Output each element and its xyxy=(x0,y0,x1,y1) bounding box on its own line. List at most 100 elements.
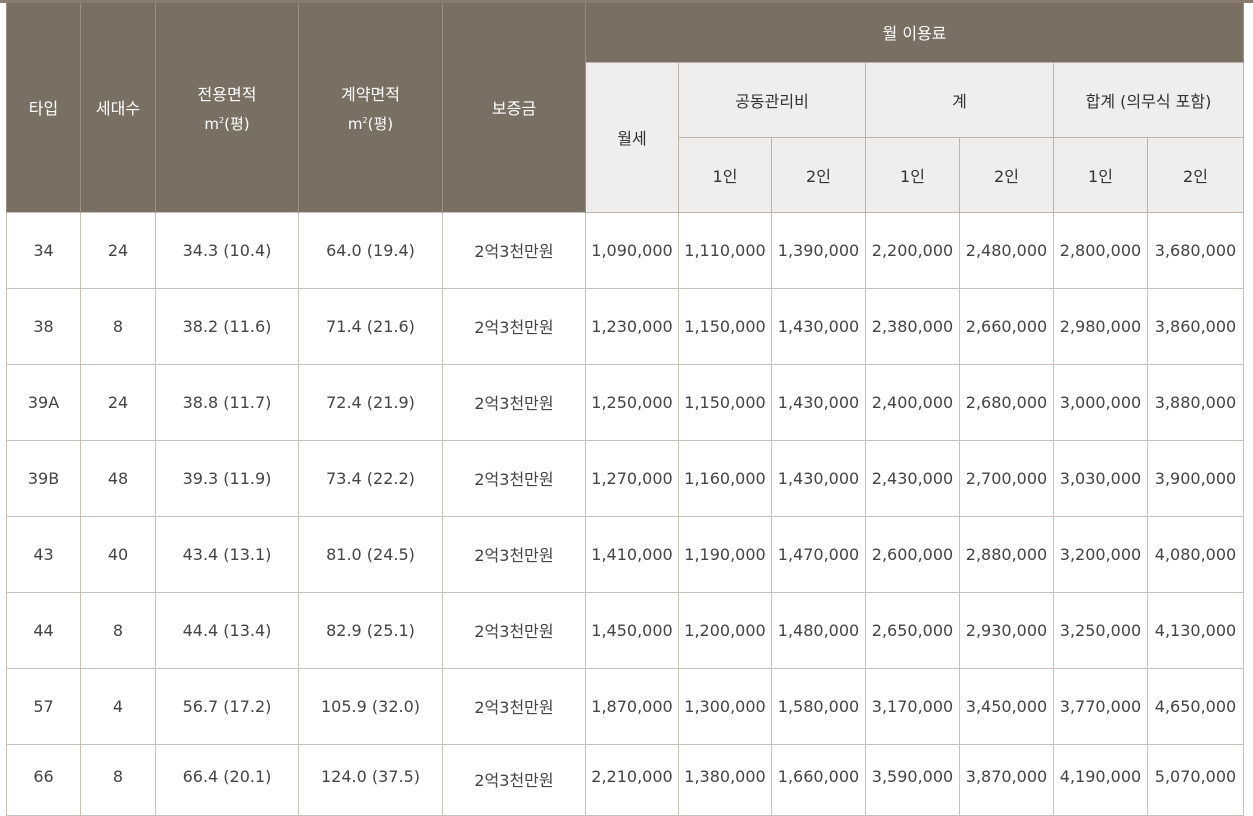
cell-units: 4 xyxy=(80,667,156,745)
cell-mgmt-2p: 1,580,000 xyxy=(771,667,866,745)
cell-type: 39A xyxy=(6,363,81,441)
table-row: 34 24 34.3 (10.4) 64.0 (19.4) 2억3천만원 1,0… xyxy=(6,211,1244,289)
cell-subtotal-1p: 2,380,000 xyxy=(865,287,960,365)
cell-type: 57 xyxy=(6,667,81,745)
cell-contract-area: 73.4 (22.2) xyxy=(298,439,443,517)
cell-contract-area: 72.4 (21.9) xyxy=(298,363,443,441)
header-mgmt-1p: 1인 xyxy=(678,136,772,213)
cell-total-2p: 4,130,000 xyxy=(1147,591,1244,669)
cell-subtotal-1p: 2,650,000 xyxy=(865,591,960,669)
table-row: 44 8 44.4 (13.4) 82.9 (25.1) 2억3천만원 1,45… xyxy=(6,591,1244,669)
cell-total-1p: 3,770,000 xyxy=(1053,667,1148,745)
cell-deposit: 2억3천만원 xyxy=(442,439,586,517)
area-unit: m2(평) xyxy=(347,114,394,133)
cell-deposit: 2억3천만원 xyxy=(442,667,586,745)
header-exclusive-area: 전용면적 m2(평) xyxy=(155,3,299,212)
header-mgmt-2p: 2인 xyxy=(771,136,866,213)
cell-mgmt-2p: 1,430,000 xyxy=(771,439,866,517)
cell-mgmt-1p: 1,300,000 xyxy=(678,667,772,745)
cell-total-2p: 3,680,000 xyxy=(1147,211,1244,289)
cell-mgmt-1p: 1,150,000 xyxy=(678,287,772,365)
cell-units: 24 xyxy=(80,211,156,289)
cell-exclusive-area: 66.4 (20.1) xyxy=(155,743,299,816)
cell-contract-area: 105.9 (32.0) xyxy=(298,667,443,745)
top-divider xyxy=(0,0,1253,3)
cell-exclusive-area: 43.4 (13.1) xyxy=(155,515,299,593)
cell-deposit: 2억3천만원 xyxy=(442,211,586,289)
cell-type: 44 xyxy=(6,591,81,669)
cell-contract-area: 64.0 (19.4) xyxy=(298,211,443,289)
cell-deposit: 2억3천만원 xyxy=(442,363,586,441)
header-units: 세대수 xyxy=(80,3,156,212)
cell-subtotal-2p: 2,660,000 xyxy=(959,287,1054,365)
cell-mgmt-2p: 1,390,000 xyxy=(771,211,866,289)
cell-subtotal-1p: 2,600,000 xyxy=(865,515,960,593)
cell-exclusive-area: 38.2 (11.6) xyxy=(155,287,299,365)
cell-mgmt-2p: 1,660,000 xyxy=(771,743,866,816)
cell-rent: 1,250,000 xyxy=(585,363,679,441)
cell-total-1p: 3,000,000 xyxy=(1053,363,1148,441)
cell-exclusive-area: 39.3 (11.9) xyxy=(155,439,299,517)
cell-type: 34 xyxy=(6,211,81,289)
cell-units: 48 xyxy=(80,439,156,517)
header-rent: 월세 xyxy=(585,61,679,213)
cell-rent: 1,270,000 xyxy=(585,439,679,517)
cell-contract-area: 124.0 (37.5) xyxy=(298,743,443,816)
cell-total-1p: 3,200,000 xyxy=(1053,515,1148,593)
cell-mgmt-1p: 1,150,000 xyxy=(678,363,772,441)
header-contract-area-label: 계약면적 xyxy=(341,84,400,104)
cell-subtotal-2p: 3,450,000 xyxy=(959,667,1054,745)
cell-subtotal-2p: 2,700,000 xyxy=(959,439,1054,517)
header-type: 타입 xyxy=(6,3,81,212)
table-row: 43 40 43.4 (13.1) 81.0 (24.5) 2억3천만원 1,4… xyxy=(6,515,1244,593)
cell-rent: 1,230,000 xyxy=(585,287,679,365)
header-deposit: 보증금 xyxy=(442,3,586,212)
cell-total-1p: 4,190,000 xyxy=(1053,743,1148,816)
table-row: 57 4 56.7 (17.2) 105.9 (32.0) 2억3천만원 1,8… xyxy=(6,667,1244,745)
cell-total-1p: 2,980,000 xyxy=(1053,287,1148,365)
cell-rent: 1,090,000 xyxy=(585,211,679,289)
cell-subtotal-1p: 2,430,000 xyxy=(865,439,960,517)
header-total-1p: 1인 xyxy=(1053,136,1148,213)
cell-total-2p: 3,880,000 xyxy=(1147,363,1244,441)
cell-rent: 2,210,000 xyxy=(585,743,679,816)
area-unit: m2(평) xyxy=(204,114,250,133)
cell-type: 39B xyxy=(6,439,81,517)
header-total-2p: 2인 xyxy=(1147,136,1244,213)
header-total: 합계 (의무식 포함) xyxy=(1053,61,1244,138)
cell-total-2p: 4,650,000 xyxy=(1147,667,1244,745)
cell-subtotal-2p: 2,680,000 xyxy=(959,363,1054,441)
cell-deposit: 2억3천만원 xyxy=(442,287,586,365)
cell-mgmt-1p: 1,380,000 xyxy=(678,743,772,816)
header-subtotal-2p: 2인 xyxy=(959,136,1054,213)
header-subtotal-1p: 1인 xyxy=(865,136,960,213)
header-subtotal: 계 xyxy=(865,61,1054,138)
cell-total-1p: 3,030,000 xyxy=(1053,439,1148,517)
cell-exclusive-area: 34.3 (10.4) xyxy=(155,211,299,289)
price-table: 타입 세대수 전용면적 m2(평) 계약면적 m2(평) 보증금 월 이용료 월… xyxy=(6,3,1244,816)
cell-total-1p: 2,800,000 xyxy=(1053,211,1148,289)
cell-subtotal-2p: 2,880,000 xyxy=(959,515,1054,593)
cell-deposit: 2억3천만원 xyxy=(442,743,586,816)
header-mgmt-fee: 공동관리비 xyxy=(678,61,866,138)
cell-mgmt-2p: 1,480,000 xyxy=(771,591,866,669)
cell-mgmt-2p: 1,430,000 xyxy=(771,287,866,365)
cell-contract-area: 71.4 (21.6) xyxy=(298,287,443,365)
cell-type: 38 xyxy=(6,287,81,365)
cell-subtotal-2p: 2,480,000 xyxy=(959,211,1054,289)
cell-units: 8 xyxy=(80,743,156,816)
table-row: 39B 48 39.3 (11.9) 73.4 (22.2) 2억3천만원 1,… xyxy=(6,439,1244,517)
cell-mgmt-2p: 1,470,000 xyxy=(771,515,866,593)
header-contract-area: 계약면적 m2(평) xyxy=(298,3,443,212)
cell-deposit: 2억3천만원 xyxy=(442,591,586,669)
header-monthly-fee: 월 이용료 xyxy=(585,3,1244,62)
cell-subtotal-1p: 2,400,000 xyxy=(865,363,960,441)
cell-exclusive-area: 38.8 (11.7) xyxy=(155,363,299,441)
cell-mgmt-2p: 1,430,000 xyxy=(771,363,866,441)
cell-total-2p: 3,860,000 xyxy=(1147,287,1244,365)
cell-subtotal-1p: 3,170,000 xyxy=(865,667,960,745)
cell-units: 8 xyxy=(80,287,156,365)
cell-deposit: 2억3천만원 xyxy=(442,515,586,593)
cell-total-2p: 3,900,000 xyxy=(1147,439,1244,517)
cell-subtotal-1p: 3,590,000 xyxy=(865,743,960,816)
